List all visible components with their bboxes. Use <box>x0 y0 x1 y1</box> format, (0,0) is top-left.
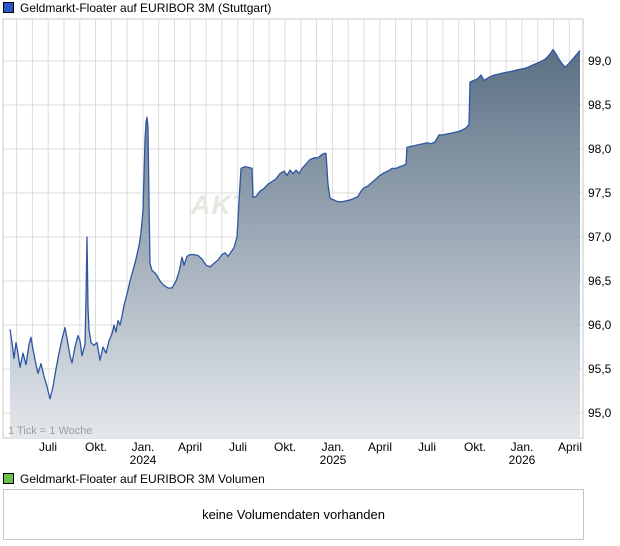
tick-interval-note: 1 Tick = 1 Woche <box>8 425 93 437</box>
x-axis-label: April <box>177 440 202 454</box>
x-axis-label: Jan. 2026 <box>508 440 536 467</box>
y-axis-label: 95,0 <box>588 406 612 420</box>
y-axis-label: 98,0 <box>588 142 612 156</box>
price-line <box>9 48 581 400</box>
volume-empty-message: keine Volumendaten vorhanden <box>202 507 385 522</box>
x-axis-label: Okt. <box>84 440 107 454</box>
y-axis-label: 96,0 <box>588 318 612 332</box>
x-axis-label: Jan. 2025 <box>319 440 347 467</box>
x-axis-label: Jan. 2024 <box>129 440 157 467</box>
y-axis-label: 99,0 <box>588 54 612 68</box>
y-axis-label: 95,5 <box>588 362 612 376</box>
price-chart-title: Geldmarkt-Floater auf EURIBOR 3M (Stuttg… <box>20 0 272 15</box>
y-axis-label: 98,5 <box>588 98 612 112</box>
x-axis-label: April <box>557 440 582 454</box>
y-axis-label: 97,0 <box>588 230 612 244</box>
x-axis-label: Juli <box>228 440 247 454</box>
price-chart-plot: AKTI <box>2 18 584 439</box>
x-axis-label: Juli <box>38 440 57 454</box>
x-axis-label: Okt. <box>463 440 486 454</box>
x-axis-label: Okt. <box>273 440 296 454</box>
price-chart-legend: Geldmarkt-Floater auf EURIBOR 3M (Stuttg… <box>3 0 272 15</box>
x-axis-label: Juli <box>417 440 436 454</box>
y-axis-label: 97,5 <box>588 186 612 200</box>
x-axis-label: April <box>367 440 392 454</box>
volume-empty-box: keine Volumendaten vorhanden <box>3 489 584 540</box>
volume-series-swatch <box>3 473 14 484</box>
volume-chart-title: Geldmarkt-Floater auf EURIBOR 3M Volumen <box>20 471 265 486</box>
volume-chart-legend: Geldmarkt-Floater auf EURIBOR 3M Volumen <box>3 471 265 486</box>
y-axis-label: 96,5 <box>588 274 612 288</box>
price-series-swatch <box>3 2 14 13</box>
price-area <box>10 49 580 438</box>
